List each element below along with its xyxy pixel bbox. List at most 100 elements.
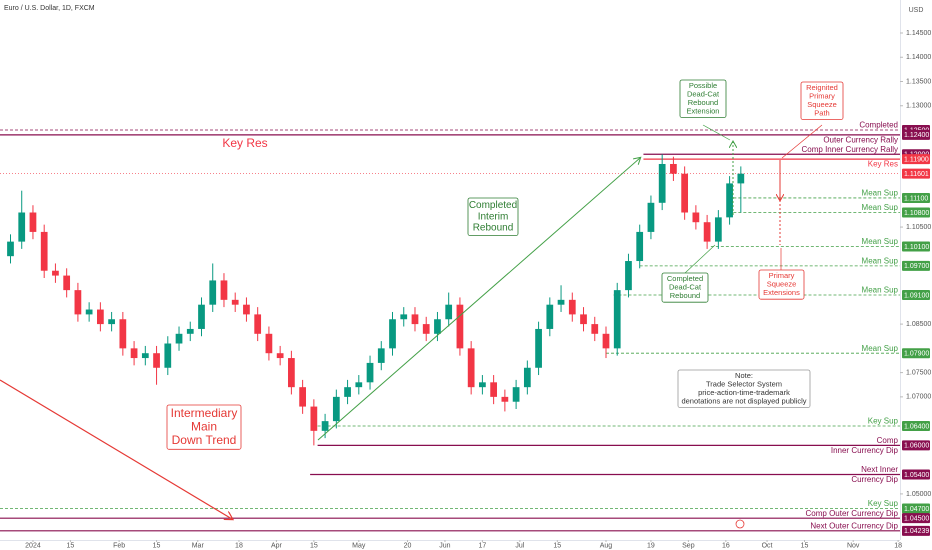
price-box-label: 1.04239 [904,528,929,535]
candle-body [288,358,295,388]
candle-body [422,324,430,334]
price-box [902,440,930,451]
price-box [902,420,930,431]
price-box [902,289,930,300]
callout-text: Primary [769,271,795,280]
candle-body [119,319,127,349]
currency-label: USD [909,7,924,14]
callout-text: Trade Selector System [706,380,782,389]
y-tick-label: 1.14500 [906,30,931,37]
level-text: Completed [859,121,898,130]
candle-body [321,421,329,431]
candle-body [198,304,205,329]
x-tick-label: Feb [113,542,125,549]
level-text: Next Outer Currency Dip [810,521,898,530]
callout-text: Completed [469,200,517,211]
x-tick-label: Oct [762,542,773,549]
x-tick-label: Sep [682,542,695,549]
x-tick-label: Apr [271,542,283,549]
rebound-arrow [317,158,640,441]
candle-body [175,333,183,344]
price-box-label: 1.12400 [904,132,929,139]
candle-body [265,333,273,354]
candle-body [366,362,374,383]
level-text: Mean Sup [862,237,899,246]
candle-body [254,314,262,334]
level-text: Mean Sup [862,256,899,265]
callout-text: Possible [689,81,717,90]
candle-body [377,348,385,363]
price-box-label: 1.06400 [904,423,929,430]
candle-body [411,314,419,325]
x-tick-label: 19 [647,542,655,549]
x-tick-label: Aug [600,542,613,549]
candle-body [85,309,93,315]
candle-body [276,353,284,359]
callout-text: Interim [478,211,509,222]
price-box-label: 1.10100 [904,244,929,251]
candle-body [568,299,576,315]
callout-text: Completed [667,274,703,283]
callout-text: Rebound [688,98,718,107]
y-tick-label: 1.13500 [906,78,931,85]
candle-body [209,280,217,305]
price-box [902,348,930,359]
callout-box [661,272,709,303]
leader [781,124,823,159]
x-tick-label: 16 [722,542,730,549]
candle-body [97,309,104,325]
candle-body [546,304,554,329]
callout-box [677,369,811,408]
candle-body [445,304,453,320]
level-text: Inner Currency Dip [831,446,899,455]
callout-text: denotations are not displayed publicly [681,396,806,405]
candle-body [130,348,138,359]
level-text: Key Sup [868,417,899,426]
price-box-label: 1.11100 [904,195,928,202]
candle-body [29,212,37,232]
x-tick-label: Nov [847,542,860,549]
callout-text: Squeeze [807,100,837,109]
last-price-label: 1.11601 [904,171,929,178]
callout-box [800,81,844,120]
callout-text: Primary [809,92,835,101]
candle-body [692,212,700,223]
candle-body [18,212,26,242]
callout-text: Path [814,108,829,117]
candle-body [512,387,520,402]
candle-body [164,343,172,368]
level-text: Mean Sup [862,203,899,212]
candle-body [714,217,722,242]
candle-body [726,183,733,218]
level-text: Comp [877,436,899,445]
callout-text: Note: [735,371,753,380]
leader [684,244,716,274]
y-tick-label: 1.05000 [906,491,931,498]
callout-text: Reignited [806,83,838,92]
y-tick-label: 1.14000 [906,54,931,61]
candle-body [108,319,115,325]
candle-body [299,387,306,407]
x-tick-label: 15 [801,542,809,549]
price-box-label: 1.05400 [904,472,929,479]
candle-body [647,202,655,232]
candle-body [479,382,486,388]
candle-body [580,314,587,325]
candle-body [434,319,441,334]
callout-text: Extension [687,106,720,115]
candle-body [613,290,621,349]
x-tick-label: Mar [192,542,205,549]
candle-body [658,163,666,203]
callout-text: Main [191,419,217,433]
x-tick-label: 15 [553,542,561,549]
x-tick-label: 18 [894,542,902,549]
y-tick-label: 1.07000 [906,394,931,401]
price-box-label: 1.06000 [904,443,929,450]
candle-body [231,299,239,305]
level-text: Mean Sup [862,344,899,353]
candle-body [490,382,498,397]
callout-text: Rebound [473,223,514,234]
candle-body [456,304,464,349]
level-text: Key Res [868,160,898,169]
